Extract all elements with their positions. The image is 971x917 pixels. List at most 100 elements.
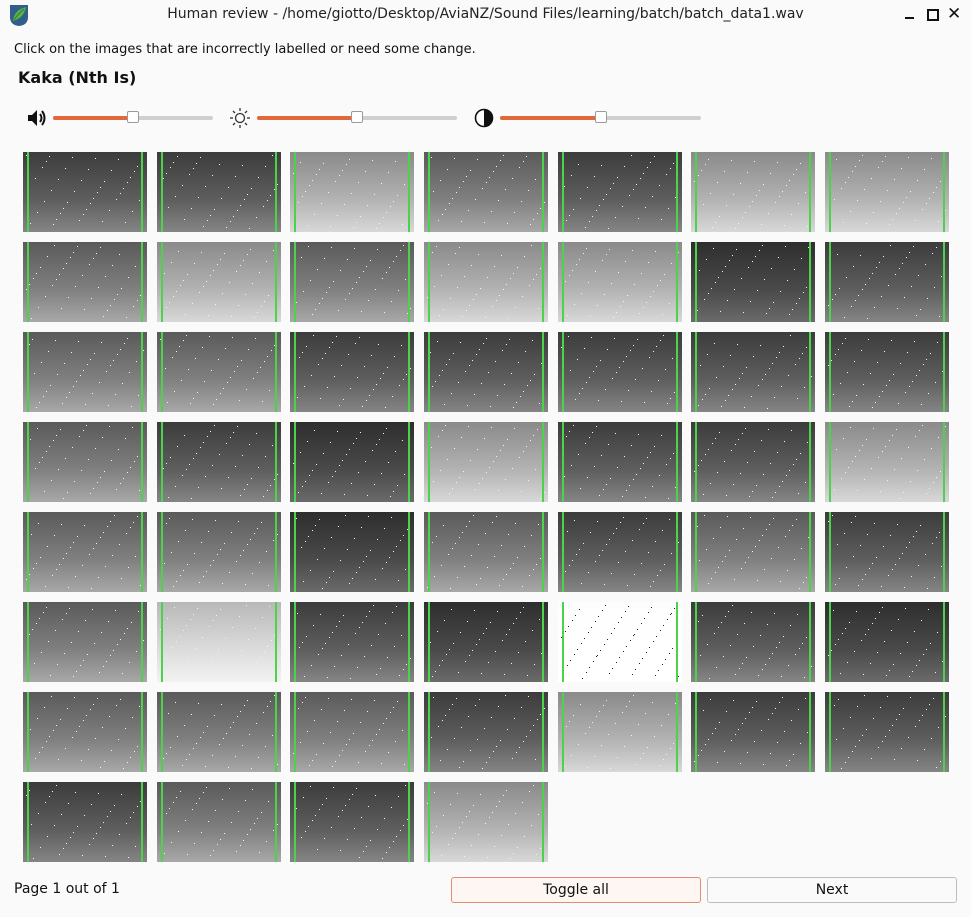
spectrogram-thumbnail[interactable] — [290, 152, 414, 232]
spectrogram-thumbnail[interactable] — [290, 692, 414, 772]
segment-end-marker — [408, 602, 410, 682]
slider-handle[interactable] — [351, 111, 363, 123]
segment-end-marker — [676, 692, 678, 772]
spectrogram-thumbnail[interactable] — [558, 152, 682, 232]
spectrogram-thumbnail[interactable] — [290, 332, 414, 412]
spectrogram-image — [157, 242, 281, 322]
spectrogram-thumbnail[interactable] — [558, 512, 682, 592]
spectrogram-thumbnail[interactable] — [424, 602, 548, 682]
segment-end-marker — [676, 602, 678, 682]
spectrogram-thumbnail[interactable] — [157, 152, 281, 232]
spectrogram-thumbnail[interactable] — [424, 242, 548, 322]
spectrogram-thumbnail[interactable] — [424, 152, 548, 232]
spectrogram-thumbnail[interactable] — [23, 602, 147, 682]
spectrogram-thumbnail[interactable] — [290, 422, 414, 502]
spectrogram-thumbnail[interactable] — [157, 692, 281, 772]
spectrogram-thumbnail[interactable] — [424, 692, 548, 772]
brightness-slider[interactable] — [257, 111, 457, 124]
spectrogram-thumbnail[interactable] — [157, 782, 281, 862]
spectrogram-thumbnail[interactable] — [157, 422, 281, 502]
spectrogram-thumbnail[interactable] — [691, 242, 815, 322]
segment-end-marker — [943, 332, 945, 412]
segment-end-marker — [141, 152, 143, 232]
spectrogram-thumbnail[interactable] — [424, 332, 548, 412]
close-button[interactable]: ✕ — [945, 4, 965, 24]
spectrogram-image — [23, 512, 147, 592]
spectrogram-image — [424, 692, 548, 772]
spectrogram-thumbnail[interactable] — [558, 242, 682, 322]
spectrogram-thumbnail[interactable] — [558, 332, 682, 412]
spectrogram-thumbnail[interactable] — [825, 152, 949, 232]
spectrogram-thumbnail[interactable] — [558, 422, 682, 502]
segment-end-marker — [943, 512, 945, 592]
spectrogram-image — [23, 152, 147, 232]
minimize-button[interactable] — [899, 6, 919, 24]
spectrogram-thumbnail[interactable] — [558, 602, 682, 682]
spectrogram-thumbnail[interactable] — [23, 422, 147, 502]
spectrogram-thumbnail[interactable] — [825, 422, 949, 502]
spectrogram-thumbnail[interactable] — [290, 782, 414, 862]
spectrogram-thumbnail[interactable] — [23, 152, 147, 232]
segment-start-marker — [294, 512, 296, 592]
spectrogram-thumbnail[interactable] — [23, 512, 147, 592]
spectrogram-image — [691, 692, 815, 772]
spectrogram-thumbnail[interactable] — [290, 602, 414, 682]
spectrogram-thumbnail[interactable] — [825, 332, 949, 412]
spectrogram-image — [290, 692, 414, 772]
spectrogram-thumbnail[interactable] — [424, 422, 548, 502]
spectrogram-thumbnail[interactable] — [825, 602, 949, 682]
spectrogram-thumbnail[interactable] — [691, 692, 815, 772]
segment-start-marker — [428, 422, 430, 502]
segment-end-marker — [542, 422, 544, 502]
spectrogram-thumbnail[interactable] — [23, 332, 147, 412]
spectrogram-image — [691, 512, 815, 592]
segment-end-marker — [275, 152, 277, 232]
spectrogram-image — [157, 332, 281, 412]
spectrogram-thumbnail[interactable] — [558, 692, 682, 772]
spectrogram-thumbnail[interactable] — [157, 242, 281, 322]
segment-start-marker — [428, 602, 430, 682]
spectrogram-thumbnail[interactable] — [825, 242, 949, 322]
toggle-all-button[interactable]: Toggle all — [451, 877, 701, 903]
spectrogram-image — [23, 602, 147, 682]
spectrogram-image — [290, 152, 414, 232]
spectrogram-image — [290, 422, 414, 502]
segment-end-marker — [943, 692, 945, 772]
slider-handle[interactable] — [127, 111, 139, 123]
segment-start-marker — [27, 332, 29, 412]
segment-start-marker — [829, 602, 831, 682]
spectrogram-thumbnail[interactable] — [691, 332, 815, 412]
title-bar: Human review - /home/giotto/Desktop/Avia… — [0, 0, 971, 30]
spectrogram-thumbnail[interactable] — [825, 512, 949, 592]
spectrogram-thumbnail[interactable] — [23, 782, 147, 862]
close-icon: ✕ — [947, 4, 962, 24]
spectrogram-thumbnail[interactable] — [691, 152, 815, 232]
spectrogram-thumbnail[interactable] — [424, 512, 548, 592]
spectrogram-thumbnail[interactable] — [23, 242, 147, 322]
segment-start-marker — [27, 152, 29, 232]
volume-slider[interactable] — [53, 111, 213, 124]
spectrogram-thumbnail[interactable] — [691, 602, 815, 682]
spectrogram-image — [825, 242, 949, 322]
spectrogram-thumbnail[interactable] — [157, 332, 281, 412]
spectrogram-thumbnail[interactable] — [290, 242, 414, 322]
slider-handle[interactable] — [595, 111, 607, 123]
segment-start-marker — [294, 692, 296, 772]
spectrogram-thumbnail[interactable] — [290, 512, 414, 592]
spectrogram-thumbnail[interactable] — [691, 512, 815, 592]
contrast-slider[interactable] — [500, 111, 701, 124]
maximize-button[interactable] — [922, 6, 942, 24]
next-button[interactable]: Next — [707, 877, 957, 903]
spectrogram-image — [558, 692, 682, 772]
segment-end-marker — [408, 512, 410, 592]
spectrogram-thumbnail[interactable] — [691, 422, 815, 502]
spectrogram-thumbnail[interactable] — [157, 512, 281, 592]
spectrogram-thumbnail[interactable] — [157, 602, 281, 682]
spectrogram-thumbnail[interactable] — [825, 692, 949, 772]
segment-end-marker — [141, 242, 143, 322]
segment-start-marker — [428, 782, 430, 862]
segment-end-marker — [141, 692, 143, 772]
spectrogram-thumbnail[interactable] — [23, 692, 147, 772]
segment-end-marker — [809, 602, 811, 682]
spectrogram-thumbnail[interactable] — [424, 782, 548, 862]
